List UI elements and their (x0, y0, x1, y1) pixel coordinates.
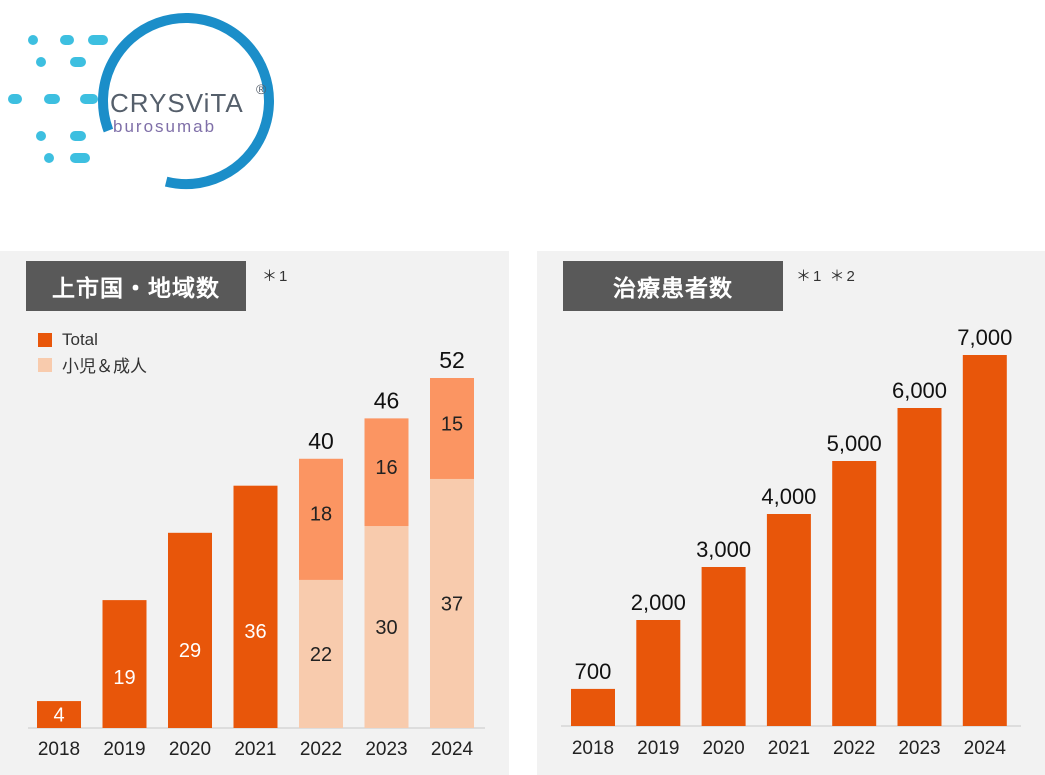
x-tick-label-2019: 2019 (637, 738, 679, 759)
legend-label-total: Total (62, 329, 98, 349)
bar-total-label-2023: 46 (374, 387, 400, 413)
bar-total-2019 (102, 600, 147, 728)
bar-patients-2019 (636, 620, 681, 726)
bar-value-label-2020: 3,000 (696, 537, 751, 562)
speed-dash (36, 131, 46, 141)
bar-label-upper-2024: 15 (441, 413, 463, 435)
bar-label-child-adult-2023: 30 (375, 617, 397, 639)
x-tick-label-2022: 2022 (833, 738, 875, 759)
bar-value-label-2018: 700 (575, 659, 612, 684)
bar-child-adult-2022 (299, 579, 343, 728)
bar-value-label-2021: 4,000 (761, 484, 816, 509)
bar-total-2021 (233, 485, 278, 728)
speed-dashes-icon (8, 35, 108, 163)
x-tick-label-2024: 2024 (964, 738, 1007, 759)
speed-dash (60, 35, 74, 45)
bar-label-child-adult-2024: 37 (441, 593, 463, 615)
legend-item-total: Total (38, 327, 147, 352)
bar-label-total-2020: 29 (179, 640, 201, 662)
bar-upper-2023 (364, 418, 409, 527)
speed-dash (44, 94, 60, 104)
bar-value-label-2024: 7,000 (957, 325, 1012, 350)
x-tick-label-2020: 2020 (702, 738, 744, 759)
bar-label-upper-2023: 16 (375, 457, 397, 479)
speed-dash (88, 35, 108, 45)
bar-upper-2022 (299, 458, 343, 580)
bar-patients-2022 (832, 461, 877, 726)
countries-chart-legend: Total 小児＆成人 (38, 327, 147, 377)
bar-total-2020 (168, 532, 212, 728)
bar-patients-2021 (766, 514, 811, 726)
bar-label-total-2018: 4 (53, 705, 64, 727)
bar-value-label-2022: 5,000 (827, 431, 882, 456)
x-tick-label-2020: 2020 (169, 739, 211, 760)
x-tick-label-2021: 2021 (768, 738, 810, 759)
logo-ring (98, 13, 274, 189)
bar-label-child-adult-2022: 22 (310, 644, 332, 666)
logo-generic-text: burosumab (113, 117, 216, 136)
speed-dash (8, 94, 22, 104)
speed-dash (70, 153, 90, 163)
patients-bar-chart: 700 2018 2,000 2019 3,000 2020 4,000 2021 5,000 2… (561, 325, 1021, 759)
speed-dash (70, 57, 86, 67)
patients-chart-footnote-mark: ＊1 ＊2 (796, 268, 857, 285)
countries-bar-chart: 4 2018 19 2019 29 2020 36 2021 22 18 40 2022 30 16 46 2… (28, 347, 485, 760)
countries-chart-title: 上市国・地域数 (26, 261, 246, 311)
x-tick-label-2024: 2024 (431, 739, 474, 760)
bar-label-total-2021: 36 (244, 621, 266, 643)
speed-dash (80, 94, 98, 104)
bar-upper-2024 (430, 378, 474, 479)
x-tick-label-2022: 2022 (300, 739, 342, 760)
bar-total-label-2022: 40 (308, 428, 334, 454)
patients-chart-panel: 治療患者数 ＊1 ＊2 700 2018 2,000 2019 3,000 2020 4,0… (537, 251, 1045, 775)
bar-patients-2020 (701, 567, 746, 726)
speed-dash (28, 35, 38, 45)
x-tick-label-2018: 2018 (572, 738, 614, 759)
legend-label-child-adult: 小児＆成人 (62, 357, 147, 376)
bar-patients-2018 (571, 688, 615, 726)
legend-swatch-child-adult (38, 357, 52, 372)
bar-child-adult-2023 (364, 526, 409, 728)
bar-child-adult-2024 (430, 478, 474, 728)
crysvita-logo: CRYSViTA ® burosumab (8, 13, 274, 189)
logo-brand-text: CRYSViTA (110, 88, 244, 118)
bar-value-label-2023: 6,000 (892, 378, 947, 403)
legend-item-child-adult: 小児＆成人 (38, 352, 147, 377)
x-tick-label-2018: 2018 (38, 739, 80, 760)
x-tick-label-2023: 2023 (898, 738, 940, 759)
logo-registered-mark: ® (256, 81, 267, 97)
patients-chart-title: 治療患者数 (563, 261, 783, 311)
bar-label-total-2019: 19 (113, 667, 135, 689)
bar-patients-2023 (897, 408, 942, 726)
bar-total-2018 (37, 701, 81, 728)
x-tick-label-2021: 2021 (234, 739, 276, 760)
x-tick-label-2019: 2019 (103, 739, 145, 760)
speed-dash (70, 131, 86, 141)
countries-chart-footnote-mark: ＊1 (262, 268, 290, 285)
bar-total-label-2024: 52 (439, 347, 465, 373)
speed-dash (36, 57, 46, 67)
speed-dash (44, 153, 54, 163)
legend-swatch-total (38, 332, 52, 347)
bar-label-upper-2022: 18 (310, 503, 332, 525)
countries-chart-panel: 上市国・地域数 ＊1 Total 小児＆成人 4 2018 19 2019 29 2020… (0, 251, 509, 775)
x-tick-label-2023: 2023 (365, 739, 407, 760)
bar-value-label-2019: 2,000 (631, 590, 686, 615)
bar-patients-2024 (962, 355, 1007, 726)
